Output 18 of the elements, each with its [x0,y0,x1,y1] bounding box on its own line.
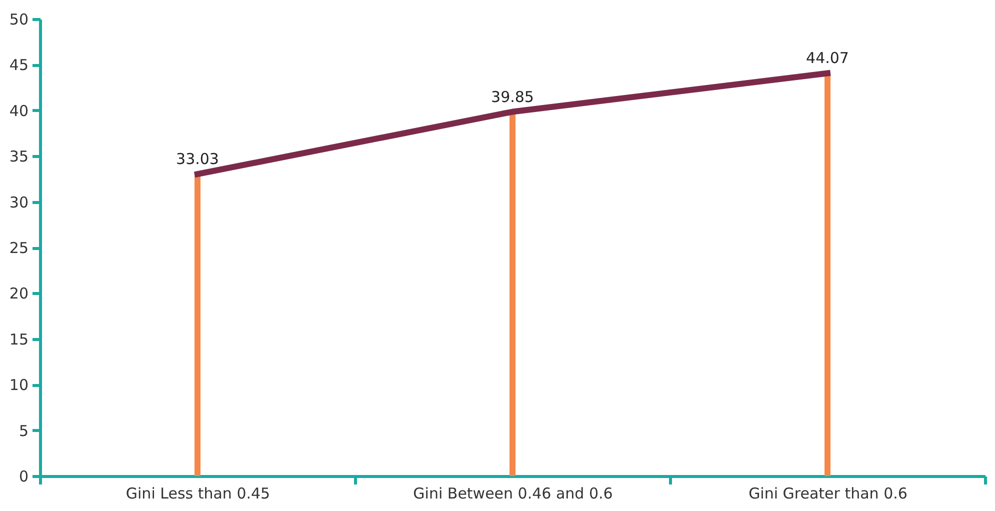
y-tick-label: 35 [9,148,28,166]
data-label: 33.03 [176,150,219,168]
y-tick-label: 50 [9,10,28,28]
y-tick-label: 30 [9,193,28,212]
y-tick-label: 25 [9,239,28,257]
y-tick-label: 10 [9,376,28,394]
y-tick-label: 15 [9,330,28,348]
bar [194,174,200,476]
x-tick-label: Gini Less than 0.45 [126,484,270,502]
y-tick-label: 0 [18,468,28,486]
x-tick-label: Gini Greater than 0.6 [748,484,908,502]
data-label: 44.07 [806,49,849,68]
y-tick-label: 20 [9,284,28,303]
y-tick-label: 5 [18,422,28,440]
data-label: 39.85 [491,88,534,106]
x-tick-label: Gini Between 0.46 and 0.6 [413,484,613,502]
y-tick-label: 40 [9,102,28,120]
y-tick-label: 45 [9,56,28,74]
